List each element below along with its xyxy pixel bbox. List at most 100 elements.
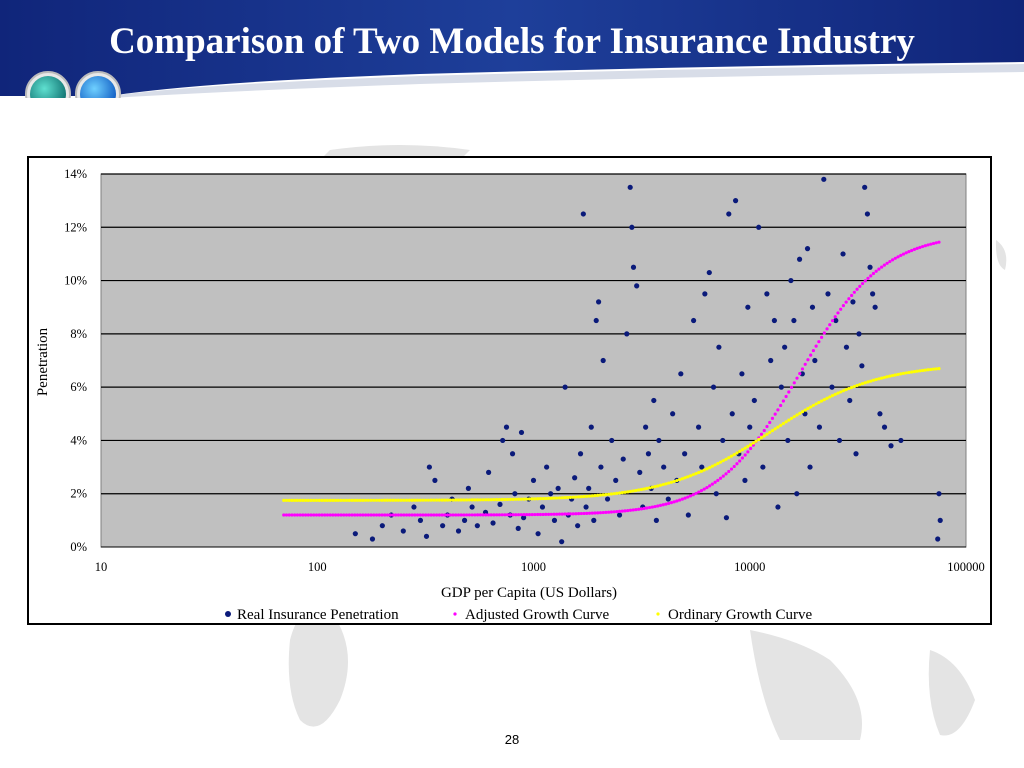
curve-point [729, 467, 734, 471]
data-point [643, 424, 649, 430]
curve-point [544, 496, 548, 501]
curve-point [405, 513, 409, 517]
curve-point [574, 495, 578, 499]
curve-point [571, 495, 575, 499]
data-point [455, 528, 462, 534]
y-tick-label: 14% [64, 167, 87, 181]
curve-point [331, 498, 335, 502]
curve-point [568, 495, 573, 499]
data-point [551, 517, 558, 523]
curve-point [527, 513, 532, 517]
curve-point [637, 488, 641, 492]
data-point [423, 533, 430, 539]
curve-point [669, 501, 674, 505]
curve-point [615, 509, 619, 514]
curve-point [874, 269, 878, 273]
data-point [400, 528, 406, 534]
data-point [898, 437, 904, 444]
curve-point [607, 510, 611, 514]
data-point [796, 256, 803, 262]
curve-point [312, 498, 316, 502]
curve-point [888, 259, 892, 264]
curve-point [596, 511, 600, 515]
data-point [678, 371, 684, 377]
curve-point [377, 498, 381, 502]
data-point [699, 464, 705, 470]
curve-point [459, 513, 463, 517]
curve-point [462, 513, 466, 517]
curve-point [678, 498, 682, 502]
curve-point [921, 244, 925, 249]
data-point [760, 464, 766, 470]
curve-point [593, 494, 597, 498]
curve-point [374, 498, 379, 502]
curve-point [287, 513, 291, 517]
curve-point [819, 335, 824, 339]
curve-point [885, 375, 889, 379]
data-point [544, 464, 550, 470]
data-point [486, 469, 492, 475]
curve-point [303, 513, 308, 517]
curve-point [465, 513, 469, 517]
curve-point [391, 498, 395, 502]
legend-label-adjusted: Adjusted Growth Curve [465, 607, 609, 623]
curve-point [768, 430, 772, 435]
data-point [586, 485, 592, 491]
curve-point [792, 415, 796, 419]
curve-point [631, 489, 635, 493]
curve-point [934, 367, 938, 371]
data-point [756, 224, 762, 230]
curve-point [762, 434, 766, 438]
curve-point [601, 493, 605, 497]
curve-point [582, 494, 586, 499]
curve-point [620, 491, 624, 495]
data-point [583, 504, 589, 510]
curve-point [380, 513, 384, 517]
curve-point [500, 513, 504, 517]
data-point [859, 363, 865, 369]
adjusted-curve-series [282, 240, 941, 517]
curve-point [713, 480, 717, 484]
curve-point [896, 372, 900, 377]
curve-point [342, 513, 346, 517]
curve-point [792, 381, 796, 385]
curve-point [869, 274, 873, 278]
data-point [634, 283, 640, 289]
data-point [665, 496, 671, 502]
curve-point [549, 512, 553, 516]
curve-point [514, 497, 518, 501]
curve-point [396, 498, 401, 502]
data-point [739, 371, 745, 377]
curve-point [686, 495, 690, 499]
curve-point [475, 513, 480, 517]
data-point [936, 491, 942, 497]
curve-point [803, 362, 807, 366]
curve-point [533, 512, 537, 517]
curve-point [486, 513, 491, 517]
curve-point [424, 498, 428, 502]
curve-point [609, 510, 613, 514]
curve-point [656, 484, 660, 488]
curve-point [355, 513, 360, 517]
curve-point [374, 513, 379, 517]
curve-point [473, 498, 477, 502]
data-point [710, 384, 717, 390]
curve-point [467, 513, 472, 517]
data-point [809, 304, 816, 310]
curve-point [822, 398, 826, 402]
curve-point [511, 513, 515, 517]
curve-point [336, 513, 340, 517]
y-tick-label: 6% [70, 380, 87, 394]
curve-point [541, 496, 545, 501]
curve-point [571, 512, 575, 516]
curve-point [295, 513, 300, 517]
curve-point [795, 413, 799, 417]
data-point [726, 211, 732, 217]
curve-point [762, 428, 766, 433]
curve-point [560, 496, 564, 500]
curve-point [590, 511, 594, 515]
curve-point [421, 498, 425, 502]
curve-point [445, 513, 450, 517]
curve-point [746, 444, 750, 448]
data-point [872, 304, 878, 310]
